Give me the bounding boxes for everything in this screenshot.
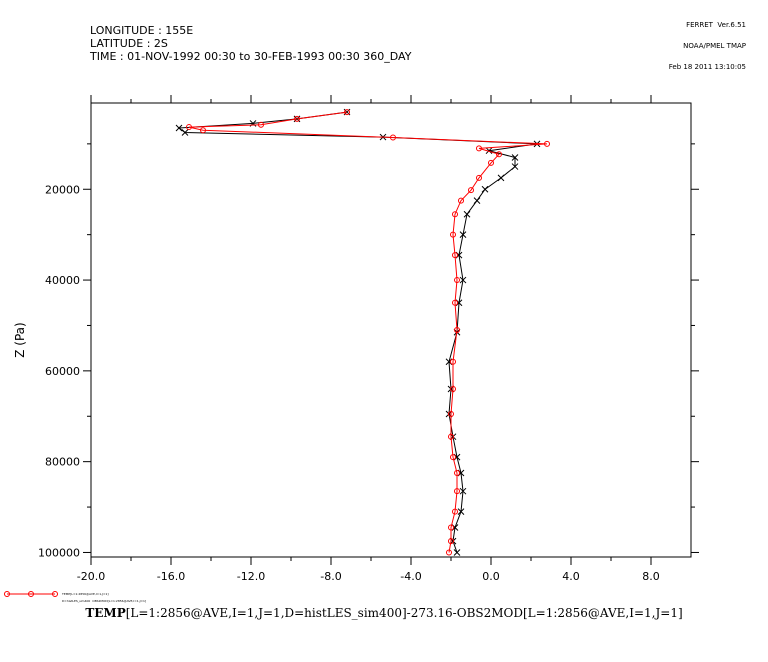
header-latitude: LATITUDE : 2S: [90, 37, 168, 50]
legend-text-line-2: D=histLES_sim400 OBS2MOD[L=1:2856@AVE,I=…: [62, 599, 147, 603]
data-point-o: [200, 127, 206, 134]
ferret-version-stamp: FERRET Ver.6.51 NOAA/PMEL TMAP Feb 18 20…: [606, 8, 746, 78]
data-point-o: [450, 231, 456, 238]
y-tick-label: 80000: [45, 456, 80, 469]
stamp-line-1: FERRET Ver.6.51: [686, 21, 746, 29]
stamp-line-3: Feb 18 2011 13:10:05: [668, 63, 746, 71]
header-longitude: LONGITUDE : 155E: [90, 24, 194, 37]
x-tick-label: -12.0: [237, 570, 265, 583]
legend-marker: [4, 591, 10, 597]
data-point-o: [454, 327, 460, 333]
data-point-x: [459, 231, 467, 239]
plot-frame: [90, 102, 692, 558]
data-point-o: [454, 470, 460, 477]
y-tick-label: 40000: [45, 274, 80, 287]
legend-marker: [52, 591, 58, 597]
series-line-1: [177, 111, 538, 553]
data-point-o: [450, 358, 456, 365]
data-point-x: [481, 185, 489, 193]
data-point-o: [452, 299, 458, 306]
y-tick-label: 60000: [45, 365, 80, 378]
x-tick-label: -8.0: [320, 570, 341, 583]
stamp-line-2: NOAA/PMEL TMAP: [683, 42, 746, 50]
series-line-2: [188, 111, 548, 553]
data-point-o: [448, 524, 454, 531]
plot-caption: TEMP[L=1:2856@AVE,I=1,J=1,D=histLES_sim4…: [0, 606, 768, 620]
caption-expression: [L=1:2856@AVE,I=1,J=1,D=histLES_sim400]-…: [125, 606, 683, 620]
data-point-o: [468, 187, 474, 194]
data-point-x: [511, 163, 519, 170]
data-point-o: [452, 211, 458, 218]
data-point-o: [448, 410, 454, 417]
data-point-x: [457, 508, 465, 515]
header-time: TIME : 01-NOV-1992 00:30 to 30-FEB-1993 …: [90, 50, 412, 63]
data-point-o: [496, 151, 502, 158]
data-point-o: [344, 109, 350, 116]
x-tick-label: 0.0: [482, 570, 500, 583]
x-tick-label: -20.0: [77, 570, 105, 583]
data-point-o: [476, 174, 482, 181]
data-point-o: [488, 159, 494, 166]
data-point-o: [294, 115, 300, 122]
data-point-x: [511, 154, 519, 161]
data-point-x: [463, 210, 471, 218]
data-point-o: [450, 386, 456, 393]
data-point-o: [258, 121, 264, 128]
caption-variable: TEMP: [85, 606, 126, 620]
data-point-o: [452, 252, 458, 259]
x-tick-label: -4.0: [400, 570, 421, 583]
data-point-x: [459, 487, 467, 495]
data-point-o: [450, 454, 456, 461]
data-point-x: [181, 129, 189, 136]
data-point-x: [175, 124, 183, 132]
data-point-o: [448, 538, 454, 545]
x-tick-label: -16.0: [157, 570, 185, 583]
data-point-o: [448, 433, 454, 440]
data-point-o: [452, 508, 458, 515]
data-point-x: [485, 147, 493, 155]
data-point-o: [390, 134, 396, 141]
data-point-x: [459, 276, 467, 284]
y-axis-label: Z (Pa): [13, 322, 27, 357]
data-point-o: [454, 488, 460, 495]
data-point-o: [454, 277, 460, 284]
x-tick-label: 8.0: [642, 570, 660, 583]
data-point-o: [458, 197, 464, 204]
y-tick-label: 100000: [38, 546, 80, 559]
data-point-o: [446, 549, 452, 556]
legend-text-line-1: TEMP[L=1:2856@AVE,I=1,J=1]: [62, 592, 109, 596]
x-tick-label: 4.0: [562, 570, 580, 583]
data-point-x: [453, 549, 461, 556]
data-point-o: [544, 140, 550, 147]
data-point-x: [497, 174, 505, 182]
data-point-x: [473, 197, 481, 204]
data-point-o: [476, 145, 482, 152]
legend-marker: [28, 591, 34, 597]
data-point-o: [186, 124, 192, 131]
y-tick-label: 20000: [45, 183, 80, 196]
